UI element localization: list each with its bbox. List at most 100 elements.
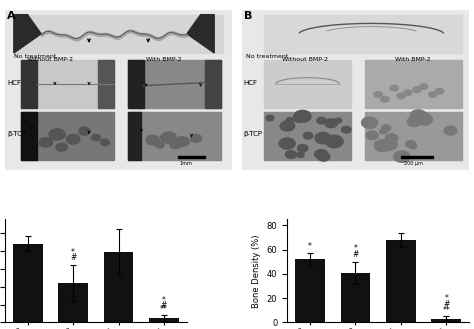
Bar [178, 156, 205, 158]
Bar [21, 112, 114, 160]
Text: No treatment: No treatment [14, 54, 56, 59]
Circle shape [155, 141, 164, 148]
Bar [104, 252, 133, 322]
Polygon shape [14, 15, 41, 53]
Circle shape [385, 134, 398, 143]
Text: B: B [244, 12, 252, 21]
Circle shape [285, 151, 297, 159]
Text: No treatment: No treatment [246, 54, 289, 59]
Text: #: # [443, 300, 449, 309]
Circle shape [170, 141, 181, 149]
Circle shape [79, 127, 90, 135]
Text: With BMP-2: With BMP-2 [146, 57, 182, 62]
Circle shape [39, 138, 53, 147]
Circle shape [56, 143, 67, 151]
Circle shape [406, 141, 416, 148]
Circle shape [382, 125, 391, 131]
Circle shape [374, 140, 391, 152]
Circle shape [327, 140, 336, 147]
Circle shape [66, 134, 80, 144]
Bar [149, 318, 179, 322]
Bar [13, 243, 43, 322]
Circle shape [417, 114, 432, 125]
Bar [341, 273, 370, 322]
Circle shape [335, 118, 342, 123]
Circle shape [286, 117, 294, 123]
Bar [21, 60, 36, 108]
Circle shape [404, 90, 412, 96]
Text: β-TCP: β-TCP [7, 131, 26, 137]
Bar [98, 60, 114, 108]
Bar [58, 283, 88, 322]
Circle shape [315, 150, 328, 159]
Circle shape [161, 132, 177, 143]
Circle shape [444, 126, 457, 135]
Polygon shape [187, 15, 214, 53]
Circle shape [146, 135, 160, 145]
Circle shape [293, 113, 306, 122]
Circle shape [303, 132, 313, 139]
Bar [295, 259, 325, 322]
Circle shape [410, 110, 426, 121]
Text: **: ** [160, 305, 168, 314]
Text: With BMP-2: With BMP-2 [394, 57, 430, 62]
Text: #: # [352, 250, 359, 259]
Bar [264, 60, 351, 108]
Text: HCF: HCF [7, 80, 21, 86]
Circle shape [374, 91, 382, 97]
Bar [128, 60, 144, 108]
Bar [205, 60, 221, 108]
Bar [264, 15, 463, 53]
Bar [386, 240, 416, 322]
Circle shape [317, 117, 326, 124]
Circle shape [362, 117, 377, 128]
Circle shape [297, 145, 308, 152]
Bar [14, 15, 223, 53]
Text: *: * [354, 244, 357, 253]
Text: Without BMP-2: Without BMP-2 [283, 57, 328, 62]
Bar [401, 156, 433, 158]
Bar [128, 112, 221, 160]
Circle shape [266, 115, 274, 121]
Circle shape [100, 139, 109, 145]
Text: #: # [161, 301, 167, 310]
Circle shape [325, 119, 337, 128]
Circle shape [381, 139, 398, 150]
Circle shape [397, 93, 405, 99]
Text: **: ** [442, 306, 450, 315]
Circle shape [410, 144, 417, 149]
Bar [365, 60, 463, 108]
Bar [21, 112, 36, 160]
Text: Without BMP-2: Without BMP-2 [27, 57, 73, 62]
Circle shape [394, 151, 410, 162]
Circle shape [279, 138, 295, 149]
Bar [128, 60, 221, 108]
Circle shape [407, 117, 421, 127]
Circle shape [390, 85, 398, 91]
Circle shape [419, 84, 428, 89]
Circle shape [315, 133, 331, 144]
Text: *: * [444, 294, 448, 303]
Text: HCF: HCF [244, 80, 258, 86]
Bar [21, 60, 114, 108]
Text: *: * [71, 248, 75, 257]
Text: 1mm: 1mm [179, 161, 192, 166]
Circle shape [49, 129, 65, 140]
Bar [264, 112, 351, 160]
Text: *: * [308, 242, 312, 251]
Bar [431, 319, 461, 322]
Text: A: A [7, 12, 16, 21]
Text: 200 μm: 200 μm [404, 161, 423, 166]
Bar [128, 112, 141, 160]
Circle shape [175, 137, 189, 146]
Circle shape [413, 87, 421, 92]
Circle shape [428, 91, 437, 97]
Text: β-TCP: β-TCP [244, 131, 263, 137]
Text: #: # [70, 253, 76, 263]
Circle shape [419, 113, 429, 119]
Circle shape [280, 121, 295, 131]
Circle shape [297, 152, 304, 158]
Circle shape [294, 110, 311, 122]
Circle shape [318, 152, 330, 161]
Circle shape [91, 134, 100, 141]
